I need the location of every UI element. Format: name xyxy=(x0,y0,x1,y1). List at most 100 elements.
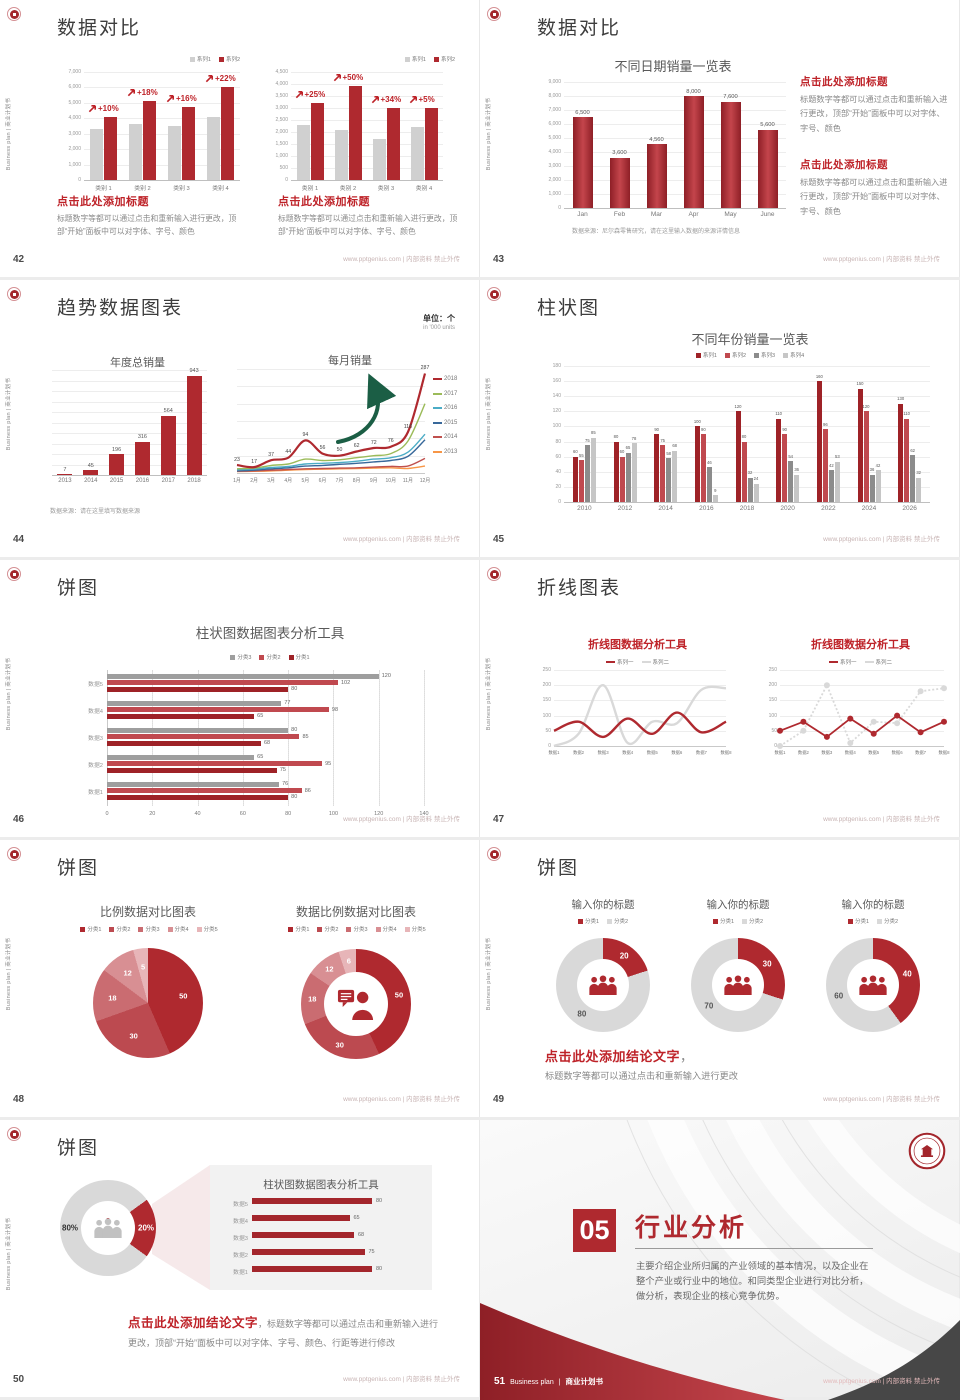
growth-arrow-icon xyxy=(127,89,136,97)
gridline xyxy=(84,118,240,120)
legend: 系列1 系列2 xyxy=(363,55,455,63)
bar xyxy=(221,87,234,180)
page-number: 50 xyxy=(13,1374,25,1385)
gridline xyxy=(564,96,786,97)
growth-value: +34% xyxy=(380,95,402,104)
gridline xyxy=(564,411,930,413)
sidebar-vertical-text: Business plan | 商业计划书 xyxy=(486,97,492,171)
gridline xyxy=(291,144,443,145)
bar xyxy=(683,96,704,208)
gridline xyxy=(84,164,240,166)
block-body: 标题数字等都可以通过点击和重新输入进行更改，顶部“开始”面板中可以对字体、字号、… xyxy=(278,214,458,236)
gridline xyxy=(84,72,240,73)
legend-label: 系列3 xyxy=(761,353,776,359)
y-axis-tick: 0 xyxy=(558,205,561,211)
slide-title: 饼图 xyxy=(57,578,100,599)
slice-label: 20% xyxy=(137,1223,155,1233)
legend: 分类1 分类2 分类3 分类4 分类5 xyxy=(58,925,240,933)
text-block: 点击此处添加标题 标题数字等都可以通过点击和重新输入进行更改，顶部“开始”面板中… xyxy=(800,74,948,136)
bar xyxy=(252,1198,372,1204)
data-point xyxy=(894,720,901,727)
legend-swatch xyxy=(288,654,294,660)
slide-51[interactable]: 05 行业分析 主要介绍企业所归属的产业领域的基本情况，以及企业在整个产业或行业… xyxy=(480,1120,960,1400)
y-axis-tick: 50 xyxy=(771,727,777,734)
slide-45[interactable]: 柱状图 Business plan | 商业计划书 不同年份销量一览表 45 w… xyxy=(480,280,960,560)
gridline xyxy=(554,670,726,671)
x-axis-tick: 0 xyxy=(105,811,109,817)
bar xyxy=(129,124,142,180)
bar xyxy=(107,734,300,740)
marker-line-chart xyxy=(777,682,947,749)
y-axis-tick: 1,000 xyxy=(275,153,288,159)
panel-chart-title: 柱状图数据图表分析工具 xyxy=(263,1179,379,1191)
bar-value-label: 150 xyxy=(856,381,864,387)
x-category-label: 2024 xyxy=(861,505,877,512)
bar xyxy=(107,707,329,713)
bar xyxy=(910,455,916,502)
slide-44[interactable]: 趋势数据图表 Business plan | 商业计划书 单位：个 in '00… xyxy=(0,280,480,560)
legend-swatch xyxy=(404,56,410,62)
legend-label: 分类1 xyxy=(87,927,102,933)
slice-label: 50 xyxy=(179,991,188,1001)
page-number: 45 xyxy=(493,534,505,545)
slide-43[interactable]: 数据对比 Business plan | 商业计划书 不同日期销量一览表 数据来… xyxy=(480,0,960,280)
bar xyxy=(712,495,718,502)
x-category-label: 类别 2 xyxy=(339,186,357,192)
bar xyxy=(107,686,289,692)
legend-item: 分类1 xyxy=(577,917,599,925)
legend-swatch xyxy=(433,392,442,395)
bar xyxy=(828,470,834,502)
sidebar-vertical-text: Business plan | 商业计划书 xyxy=(6,1217,12,1291)
x-category-label: 2010 xyxy=(577,505,592,512)
growth-label: +18% xyxy=(127,88,158,97)
legend-swatch xyxy=(641,661,651,663)
slice-label: 12 xyxy=(325,964,334,974)
growth-arrow-icon xyxy=(333,74,341,82)
data-point xyxy=(941,685,947,692)
x-category-label: 类别 1 xyxy=(301,186,319,192)
x-category-label: 数据8 xyxy=(720,750,732,755)
slide-42[interactable]: 数据对比 Business plan | 商业计划书 点击此处添加标题 标题数字… xyxy=(0,0,480,280)
page-number: 43 xyxy=(493,254,505,265)
gridline xyxy=(780,700,944,702)
slide-50[interactable]: 饼图 Business plan | 商业计划书 柱状图数据图表分析工具 点击此… xyxy=(0,1120,480,1400)
growth-arrow-annotation xyxy=(336,373,397,444)
y-axis-tick: 180 xyxy=(552,363,561,369)
bar xyxy=(107,761,323,767)
bar-value-label: 80 xyxy=(376,1266,383,1272)
bar-value-label: 96 xyxy=(822,421,828,427)
x-category-label: 1月 xyxy=(233,478,241,484)
slide-48[interactable]: 饼图 Business plan | 商业计划书 比例数据对比图表 数据比例数据… xyxy=(0,840,480,1120)
data-point xyxy=(894,712,901,719)
bar-value-label: 77 xyxy=(284,700,291,707)
bar xyxy=(666,458,672,502)
bar xyxy=(107,713,255,719)
x-category-label: 2020 xyxy=(780,505,795,512)
legend-swatch xyxy=(218,56,224,62)
gridline xyxy=(52,380,207,382)
legend-swatch xyxy=(80,926,86,932)
y-category-label: 数据3 xyxy=(233,1235,248,1242)
x-category-label: 数据5 xyxy=(868,750,880,755)
legend-swatch xyxy=(724,352,730,358)
data-point xyxy=(917,688,924,695)
x-category-label: 类别 2 xyxy=(134,186,151,192)
bar-value-label: 36 xyxy=(869,467,875,473)
legend-label: 系列1 xyxy=(196,57,211,63)
red-curve-band xyxy=(480,1303,785,1400)
bar-value-label: 4,560 xyxy=(649,136,664,143)
bar-value-label: 78 xyxy=(631,435,637,441)
bar-value-label: 120 xyxy=(862,403,870,409)
slide-footer-left: 51 Business plan | 商业计划书 xyxy=(494,1376,603,1387)
slide-47[interactable]: 折线图表 Business plan | 商业计划书 折线图数据分析工具 折线图… xyxy=(480,560,960,840)
legend-label: 2015 xyxy=(444,419,458,426)
point-value-label: 118 xyxy=(403,423,413,430)
slide-46[interactable]: 饼图 Business plan | 商业计划书 柱状图数据图表分析工具 46 … xyxy=(0,560,480,840)
slide-49[interactable]: 饼图 Business plan | 商业计划书 输入你的标题 输入你的标题 输… xyxy=(480,840,960,1120)
growth-arrow-icon xyxy=(295,91,303,99)
legend: 分类1 分类2 xyxy=(818,917,928,925)
y-category-label: 数据2 xyxy=(233,1252,248,1259)
legend-label: 分类2 xyxy=(749,919,764,925)
bar xyxy=(109,454,125,475)
chart-title: 比例数据对比图表 xyxy=(99,905,196,919)
